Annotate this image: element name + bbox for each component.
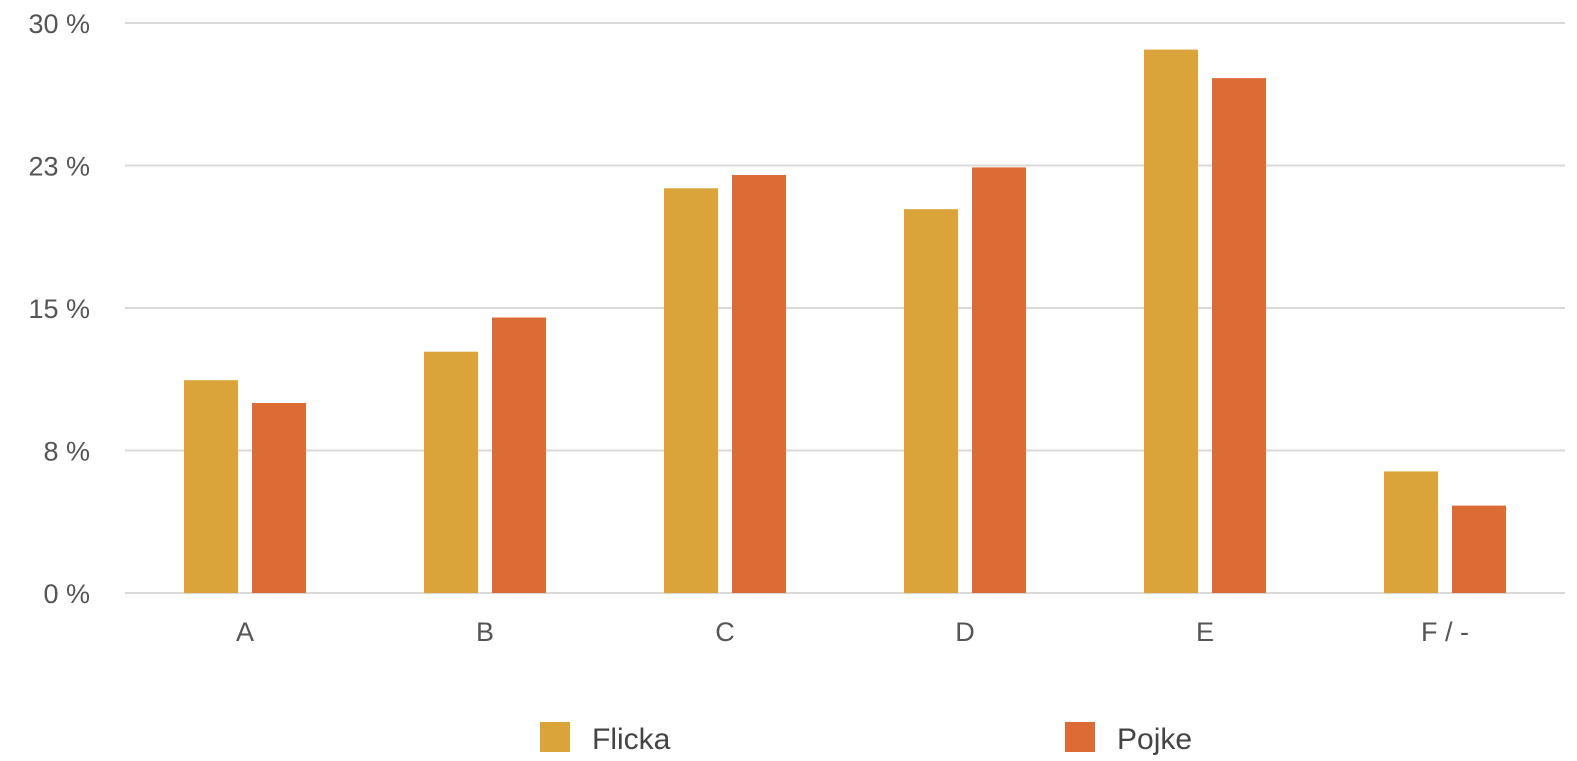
bar-flicka-4 [1144,49,1198,594]
legend-label-flicka: Flicka [592,723,671,756]
legend-label-pojke: Pojke [1117,723,1192,756]
legend-swatch-flicka [540,722,570,752]
x-tick-label: E [1196,617,1214,647]
x-tick-label: A [236,617,254,647]
x-tick-label: F / - [1421,617,1469,647]
y-tick-label: 15 % [28,294,90,324]
gridlines [125,22,1565,594]
bar-pojke-4 [1212,78,1266,594]
x-tick-label: D [955,617,975,647]
bar-flicka-2 [664,188,718,594]
bar-flicka-0 [184,380,238,593]
bar-pojke-3 [972,167,1026,593]
bar-pojke-5 [1452,505,1506,593]
bar-flicka-1 [424,351,478,593]
y-tick-label: 0 % [43,579,90,609]
y-tick-label: 23 % [28,152,90,182]
bar-pojke-1 [492,317,546,593]
legend: Flicka Pojke [540,722,1192,756]
y-axis-labels: 0 % 8 % 15 % 23 % 30 % [28,9,90,609]
legend-swatch-pojke [1065,722,1095,752]
y-tick-label: 8 % [43,437,90,467]
x-axis-labels: A B C D E F / - [236,617,1469,647]
bar-pojke-2 [732,175,786,593]
bar-flicka-3 [904,209,958,593]
bar-pojke-0 [252,403,306,593]
bars [184,49,1506,594]
y-tick-label: 30 % [28,9,90,39]
x-tick-label: B [476,617,494,647]
bar-flicka-5 [1384,471,1438,593]
x-tick-label: C [715,617,735,647]
